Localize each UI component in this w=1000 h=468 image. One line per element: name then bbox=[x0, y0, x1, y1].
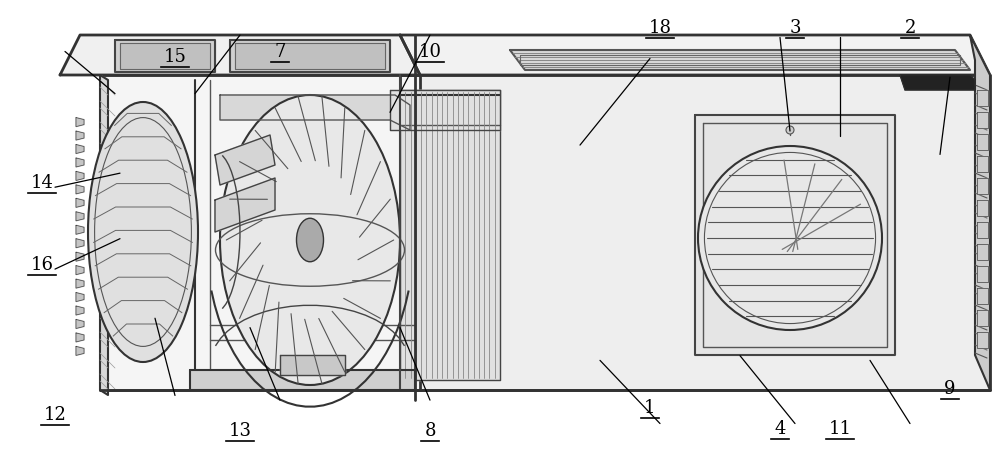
Polygon shape bbox=[115, 40, 215, 72]
Polygon shape bbox=[400, 75, 990, 390]
Polygon shape bbox=[977, 156, 988, 172]
Text: 13: 13 bbox=[228, 422, 252, 440]
Text: 11: 11 bbox=[828, 420, 852, 438]
Polygon shape bbox=[977, 310, 988, 326]
Text: 16: 16 bbox=[30, 256, 54, 274]
Polygon shape bbox=[215, 135, 275, 185]
Polygon shape bbox=[695, 115, 895, 355]
Polygon shape bbox=[76, 131, 84, 140]
Polygon shape bbox=[76, 212, 84, 221]
Polygon shape bbox=[76, 266, 84, 275]
Text: 14: 14 bbox=[31, 174, 53, 192]
Polygon shape bbox=[100, 75, 108, 395]
Polygon shape bbox=[977, 332, 988, 348]
Text: 8: 8 bbox=[424, 422, 436, 440]
Polygon shape bbox=[510, 50, 970, 70]
Circle shape bbox=[698, 146, 882, 330]
Polygon shape bbox=[76, 279, 84, 288]
Text: 12: 12 bbox=[44, 406, 66, 424]
Text: 4: 4 bbox=[774, 420, 786, 438]
Polygon shape bbox=[220, 95, 410, 130]
Polygon shape bbox=[76, 117, 84, 127]
Text: 7: 7 bbox=[274, 43, 286, 61]
Ellipse shape bbox=[88, 102, 198, 362]
Polygon shape bbox=[76, 145, 84, 154]
Polygon shape bbox=[76, 158, 84, 167]
Polygon shape bbox=[400, 35, 990, 75]
Polygon shape bbox=[76, 171, 84, 181]
Polygon shape bbox=[977, 134, 988, 150]
Polygon shape bbox=[977, 112, 988, 128]
Polygon shape bbox=[76, 292, 84, 301]
Polygon shape bbox=[977, 266, 988, 282]
Polygon shape bbox=[235, 43, 385, 69]
Circle shape bbox=[786, 126, 794, 134]
Polygon shape bbox=[76, 306, 84, 315]
Ellipse shape bbox=[220, 95, 400, 385]
Text: 3: 3 bbox=[789, 20, 801, 37]
Polygon shape bbox=[190, 370, 415, 390]
Polygon shape bbox=[280, 355, 345, 375]
Polygon shape bbox=[76, 333, 84, 342]
Polygon shape bbox=[977, 90, 988, 106]
Polygon shape bbox=[60, 35, 420, 75]
Polygon shape bbox=[977, 200, 988, 216]
Polygon shape bbox=[977, 222, 988, 238]
Ellipse shape bbox=[296, 218, 324, 262]
Polygon shape bbox=[76, 198, 84, 207]
Polygon shape bbox=[977, 178, 988, 194]
Polygon shape bbox=[400, 90, 500, 380]
Polygon shape bbox=[390, 90, 500, 130]
Polygon shape bbox=[977, 288, 988, 304]
Text: 18: 18 bbox=[648, 20, 672, 37]
Text: 2: 2 bbox=[904, 20, 916, 37]
Text: 9: 9 bbox=[944, 380, 956, 398]
Polygon shape bbox=[76, 252, 84, 261]
Polygon shape bbox=[900, 75, 975, 90]
Polygon shape bbox=[76, 346, 84, 355]
Text: 10: 10 bbox=[418, 43, 442, 61]
Polygon shape bbox=[215, 178, 275, 232]
Text: 15: 15 bbox=[164, 48, 186, 66]
Polygon shape bbox=[76, 320, 84, 329]
Polygon shape bbox=[977, 244, 988, 260]
Text: 1: 1 bbox=[644, 399, 656, 417]
Polygon shape bbox=[120, 43, 210, 69]
Polygon shape bbox=[76, 239, 84, 248]
Polygon shape bbox=[76, 185, 84, 194]
Polygon shape bbox=[970, 35, 990, 390]
Polygon shape bbox=[76, 225, 84, 234]
Polygon shape bbox=[100, 75, 420, 390]
Polygon shape bbox=[230, 40, 390, 72]
